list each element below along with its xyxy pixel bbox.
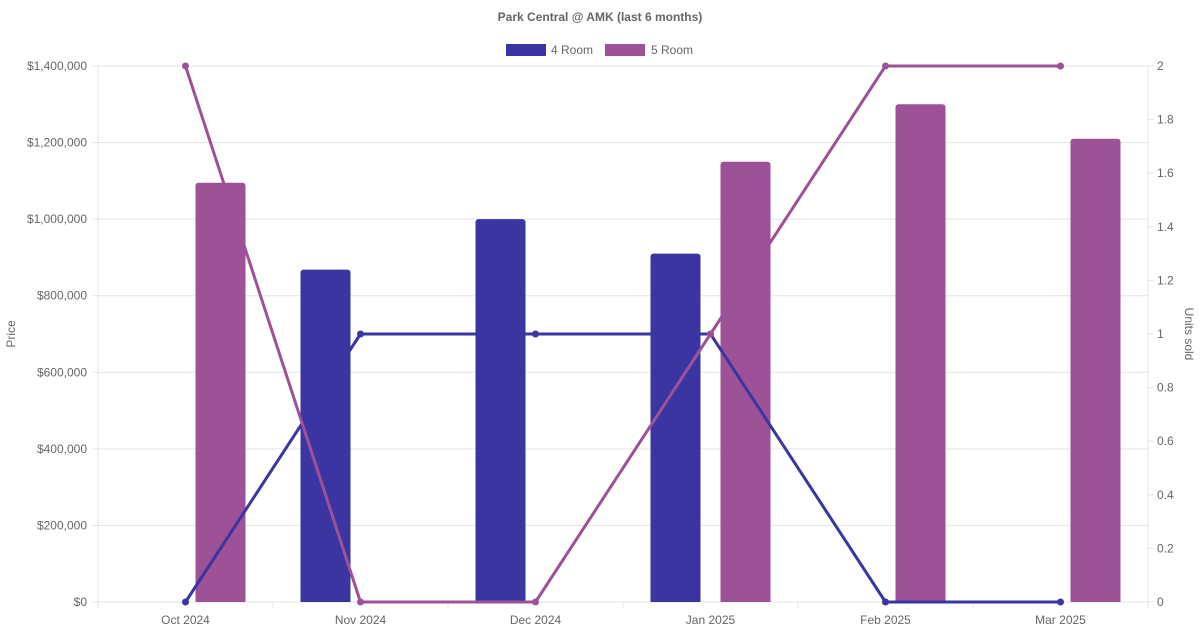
right-axis-title: Units sold — [1182, 308, 1196, 361]
left-tick-label: $1,400,000 — [27, 59, 87, 73]
x-tick-label: Jan 2025 — [686, 613, 736, 627]
gridlines — [92, 65, 1154, 608]
left-tick-label: $0 — [74, 595, 88, 609]
legend-swatch-4-room — [506, 44, 546, 56]
x-tick-label: Dec 2024 — [510, 613, 562, 627]
bar-base-5-room — [1070, 598, 1121, 602]
right-tick-label: 0.8 — [1157, 381, 1174, 395]
legend-label-5-room: 5 Room — [651, 43, 693, 57]
left-tick-label: $200,000 — [37, 518, 87, 532]
left-tick-label: $1,200,000 — [27, 136, 87, 150]
left-axis-title: Price — [4, 320, 18, 348]
right-tick-label: 1.6 — [1157, 166, 1174, 180]
legend: 4 Room 5 Room — [506, 43, 693, 57]
right-tick-label: 1.8 — [1157, 113, 1174, 127]
bar-base-5-room — [720, 598, 771, 602]
right-tick-label: 0.6 — [1157, 434, 1174, 448]
left-tick-label: $800,000 — [37, 289, 87, 303]
right-tick-label: 1.2 — [1157, 273, 1174, 287]
right-tick-label: 0 — [1157, 595, 1164, 609]
point-4-room[interactable] — [357, 330, 364, 338]
x-tick-label: Feb 2025 — [860, 613, 911, 627]
legend-item-4-room[interactable]: 4 Room — [506, 43, 593, 57]
bar-base-5-room — [895, 598, 946, 602]
bar-5-room[interactable] — [720, 161, 771, 602]
left-tick-label: $600,000 — [37, 365, 87, 379]
x-tick-label: Mar 2025 — [1035, 613, 1086, 627]
left-tick-label: $400,000 — [37, 442, 87, 456]
bar-base-5-room — [195, 598, 246, 602]
right-tick-label: 1 — [1157, 327, 1164, 341]
line-4-room — [184, 332, 1061, 604]
point-5-room[interactable] — [357, 598, 364, 606]
line-5-room — [184, 64, 1061, 604]
chart-title: Park Central @ AMK (last 6 months) — [498, 10, 703, 24]
bar-base-4-room — [300, 598, 351, 602]
point-5-room[interactable] — [707, 330, 714, 338]
x-tick-label: Oct 2024 — [161, 613, 210, 627]
x-tick-label: Nov 2024 — [335, 613, 387, 627]
x-axis-ticks: Oct 2024 Nov 2024 Dec 2024 Jan 2025 Feb 2025… — [161, 613, 1086, 627]
lines — [182, 62, 1064, 606]
point-5-room[interactable] — [182, 62, 189, 70]
bar-4-room[interactable] — [300, 269, 351, 602]
point-4-room[interactable] — [182, 598, 189, 606]
point-4-room[interactable] — [1057, 598, 1064, 606]
bars — [195, 104, 1121, 603]
bar-5-room[interactable] — [1070, 138, 1121, 602]
point-5-room[interactable] — [532, 598, 539, 606]
legend-swatch-5-room — [605, 44, 645, 56]
bar-base-4-room — [475, 598, 526, 602]
legend-item-5-room[interactable]: 5 Room — [605, 43, 693, 57]
point-4-room[interactable] — [882, 598, 889, 606]
right-tick-label: 2 — [1157, 59, 1164, 73]
left-tick-label: $1,000,000 — [27, 212, 87, 226]
bar-4-room[interactable] — [650, 253, 701, 602]
bar-5-room[interactable] — [195, 182, 246, 602]
right-tick-label: 0.4 — [1157, 488, 1174, 502]
point-5-room[interactable] — [1057, 62, 1064, 70]
bar-5-room[interactable] — [895, 104, 946, 603]
point-4-room[interactable] — [532, 330, 539, 338]
bar-base-4-room — [650, 598, 701, 602]
left-axis-ticks: $0 $200,000 $400,000 $600,000 $800,000 $1,000… — [27, 59, 87, 609]
right-tick-label: 0.2 — [1157, 541, 1174, 555]
right-tick-label: 1.4 — [1157, 220, 1174, 234]
right-axis-ticks: 0 0.2 0.4 0.6 0.8 1 1.2 1.4 1.6 1.8 2 — [1157, 59, 1174, 609]
legend-label-4-room: 4 Room — [551, 43, 593, 57]
point-5-room[interactable] — [882, 62, 889, 70]
bar-4-room[interactable] — [475, 219, 526, 602]
